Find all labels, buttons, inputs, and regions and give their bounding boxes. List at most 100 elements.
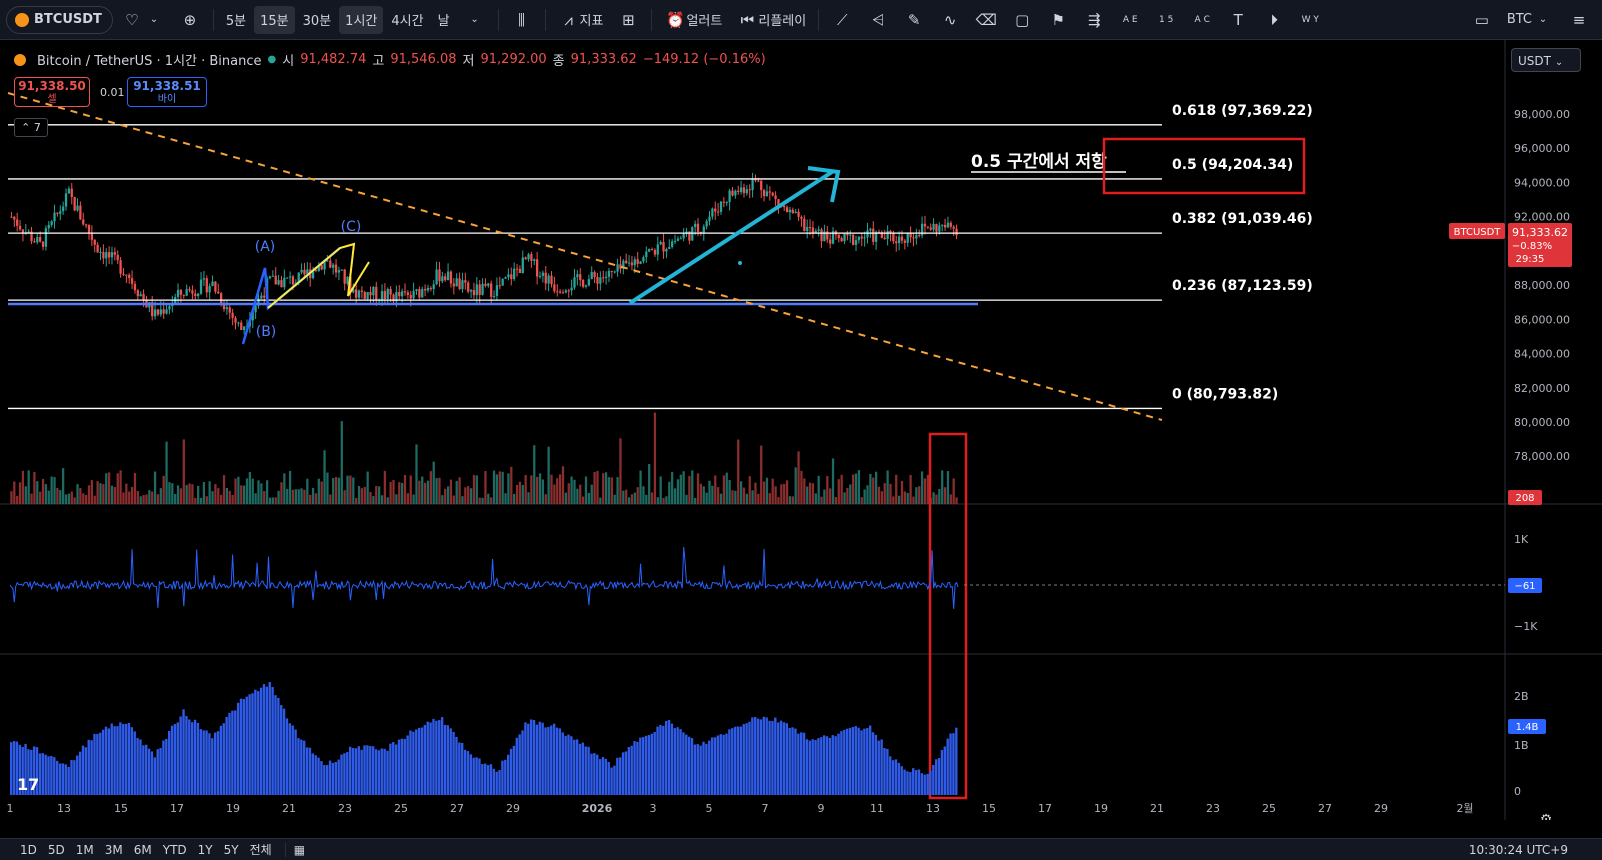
- range-3m[interactable]: 3M: [104, 842, 123, 857]
- candle-body: [636, 259, 639, 264]
- range-5y[interactable]: 5Y: [223, 842, 239, 857]
- volume-bar: [691, 470, 694, 504]
- elliott-15-tool[interactable]: 1 5: [1149, 6, 1183, 34]
- range-all[interactable]: 전체: [249, 843, 272, 857]
- area-bar: [446, 725, 450, 795]
- text-tool[interactable]: T: [1221, 6, 1255, 34]
- indicators-button[interactable]: ⩘ 지표: [552, 6, 610, 34]
- volume-bar: [926, 474, 929, 504]
- gear-icon[interactable]: ⚙: [1540, 812, 1553, 820]
- elliott-ac-tool[interactable]: A C: [1185, 6, 1219, 34]
- range-1y[interactable]: 1Y: [197, 842, 213, 857]
- candle-body: [734, 190, 737, 196]
- brush-tool[interactable]: ✎: [897, 6, 931, 34]
- candle-body: [372, 286, 375, 296]
- up-arrow-head[interactable]: [807, 166, 841, 203]
- fib-tool[interactable]: ⩤: [861, 6, 895, 34]
- candle-body: [929, 227, 932, 230]
- volume-bar: [731, 490, 734, 504]
- volume-bar: [406, 493, 410, 504]
- candle-body: [688, 231, 691, 241]
- area-bar: [777, 722, 780, 795]
- path-tool[interactable]: ∿: [933, 6, 967, 34]
- wave-yellow-path[interactable]: [267, 242, 370, 309]
- chart-type-button[interactable]: ⫼: [505, 6, 539, 34]
- volume-bar: [435, 478, 438, 504]
- replay-button[interactable]: ⏮ 리플레이: [730, 6, 812, 34]
- candle-body: [99, 251, 102, 253]
- candle-body: [70, 188, 73, 198]
- candle-body: [343, 269, 346, 284]
- range-5d[interactable]: 5D: [47, 842, 65, 857]
- calendar-icon[interactable]: ▦: [293, 842, 306, 857]
- interval-1h[interactable]: 1시간: [339, 5, 384, 34]
- area-bar: [469, 754, 473, 795]
- interval-15m[interactable]: 15분: [254, 5, 295, 34]
- rectangle-tool[interactable]: ▢: [1005, 6, 1039, 34]
- volume-bar: [36, 481, 39, 504]
- fullscreen-button[interactable]: ▭: [1465, 6, 1499, 34]
- interval-4h[interactable]: 4시간: [391, 14, 424, 29]
- fibonacci-retracement[interactable]: 0.618 (97,369.22) 0.5 (94,204.34) 0.382 (9…: [8, 103, 1313, 410]
- candle-body: [748, 189, 751, 191]
- volume-bar: [125, 483, 128, 504]
- candlesticks[interactable]: [10, 172, 958, 335]
- layouts-button[interactable]: ⊞: [611, 6, 645, 34]
- buy-button[interactable]: 91,338.51 바이: [127, 77, 207, 107]
- interval-1d[interactable]: 날: [437, 14, 450, 29]
- symbol-right-button[interactable]: BTC ⌄: [1501, 6, 1560, 34]
- candle-body: [843, 233, 846, 242]
- elliott-wy-tool[interactable]: W Y: [1293, 6, 1327, 34]
- highlight-box-fib[interactable]: [1102, 137, 1306, 195]
- descending-trendline[interactable]: [7, 92, 1163, 421]
- candle-body: [889, 230, 892, 234]
- up-arrow-shaft[interactable]: [628, 170, 834, 305]
- area-bar: [213, 732, 217, 795]
- compare-button[interactable]: ⊕: [173, 6, 207, 34]
- candle-body: [513, 268, 516, 280]
- area-bar: [564, 735, 567, 795]
- interval-5m[interactable]: 5분: [225, 14, 247, 29]
- buy-label: 바이: [157, 94, 177, 105]
- area-bar: [400, 738, 404, 795]
- sell-button[interactable]: 91,338.50 셀: [14, 77, 90, 107]
- chart-canvas[interactable]: 0.618 (97,369.22) 0.5 (94,204.34) 0.382 (9…: [0, 40, 1602, 820]
- area-bar: [765, 717, 768, 795]
- currency-select[interactable]: USDT ⌄: [1511, 48, 1581, 72]
- elliott-ae-tool[interactable]: A E: [1113, 6, 1147, 34]
- legend-collapse-button[interactable]: ⌃ 7: [14, 118, 48, 137]
- symbol-search-button[interactable]: BTCUSDT: [6, 5, 113, 34]
- volume-bar: [923, 478, 927, 504]
- price-tick: 96,000.00: [1514, 142, 1570, 155]
- interval-dropdown[interactable]: ⌄: [458, 6, 492, 34]
- eraser-tool[interactable]: ⌫: [969, 6, 1003, 34]
- trendline-tool[interactable]: ⟋: [825, 6, 859, 34]
- oscillator-line: [9, 546, 959, 609]
- candle-body: [84, 224, 88, 226]
- volume-bar: [788, 496, 792, 504]
- candle-body: [352, 289, 355, 293]
- volume-bar: [536, 476, 539, 504]
- candle-body: [360, 290, 364, 292]
- volume-bar: [337, 477, 341, 504]
- long-position-tool[interactable]: ⇶: [1077, 6, 1111, 34]
- volume-bar: [47, 490, 50, 504]
- alert-button[interactable]: ⏰ 얼러트: [658, 6, 728, 34]
- play-tool[interactable]: ⏵: [1257, 6, 1291, 34]
- candle-body: [527, 254, 530, 260]
- watchlist-icon-button[interactable]: ♡ ⌄: [115, 6, 171, 34]
- candle-body: [722, 201, 726, 203]
- candle-body: [205, 278, 208, 293]
- range-ytd[interactable]: YTD: [162, 842, 187, 857]
- range-1d[interactable]: 1D: [20, 842, 37, 857]
- range-1m[interactable]: 1M: [75, 842, 94, 857]
- position-tool[interactable]: ⚑: [1041, 6, 1075, 34]
- time-axis[interactable]: 1 13 15 17 19 21 23 25 27 29 2026 3 5 7 9 11 13 15 17 19 21 2…: [7, 802, 1474, 815]
- volume-bar: [234, 478, 237, 504]
- forecast-icon: ⇶: [1087, 10, 1101, 29]
- interval-30m[interactable]: 30분: [302, 14, 332, 29]
- volume-bar: [613, 494, 616, 504]
- range-6m[interactable]: 6M: [133, 842, 152, 857]
- menu-button[interactable]: ≡: [1562, 6, 1596, 34]
- highlight-box-recent[interactable]: [928, 432, 968, 800]
